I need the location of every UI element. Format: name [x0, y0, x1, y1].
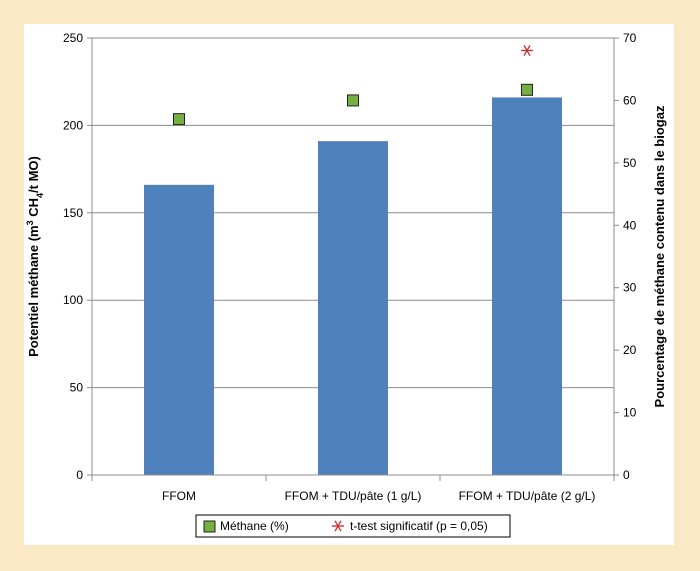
- y-right-tick-label: 10: [623, 406, 637, 420]
- axes: [87, 37, 619, 481]
- y-left-tick-label: 0: [76, 468, 83, 482]
- ttest-marker: [521, 44, 533, 57]
- tick-labels: 0 50 100 150 200 250 0 10 20 30 40 50 60 70 FFOM FFOM +…: [63, 31, 637, 503]
- y-right-tick-label: 20: [623, 343, 637, 357]
- x-tick-label: FFOM: [162, 489, 196, 503]
- y-left-tick-label: 250: [63, 31, 83, 45]
- y-right-tick-label: 50: [623, 156, 637, 170]
- legend-asterisk-marker: [332, 520, 344, 532]
- bar: [318, 141, 388, 475]
- y-left-tick-label: 100: [63, 293, 83, 307]
- x-tick-label: FFOM + TDU/pâte (1 g/L): [285, 489, 422, 503]
- bar: [144, 184, 214, 475]
- markers: [173, 44, 533, 126]
- methane-marker: [521, 83, 533, 96]
- y-right-tick-label: 60: [623, 93, 637, 107]
- legend: Méthane (%) t-test significatif (p = 0,0…: [195, 514, 511, 538]
- y-right-tick-label: 40: [623, 218, 637, 232]
- y-right-tick-label: 70: [623, 31, 637, 45]
- bars: [144, 97, 562, 475]
- y-left-axis-title: Potentiel méthane (m3 CH4/t MO): [25, 156, 45, 357]
- y-right-axis-title: Pourcentage de méthane contenu dans le b…: [652, 105, 667, 407]
- legend-square-marker: [203, 520, 216, 533]
- chart: 0 50 100 150 200 250 0 10 20 30 40 50 60 70 FFOM FFOM +…: [25, 31, 667, 538]
- y-right-tick-label: 0: [623, 468, 630, 482]
- methane-marker: [347, 94, 359, 107]
- legend-label-methane: Méthane (%): [220, 519, 289, 533]
- chart-frame: 0 50 100 150 200 250 0 10 20 30 40 50 60 70 FFOM FFOM +…: [24, 24, 674, 545]
- y-right-tick-label: 30: [623, 281, 637, 295]
- y-left-tick-label: 150: [63, 206, 83, 220]
- bar: [492, 97, 562, 475]
- y-left-tick-label: 50: [70, 381, 84, 395]
- legend-label-ttest: t-test significatif (p = 0,05): [350, 519, 488, 533]
- x-tick-label: FFOM + TDU/pâte (2 g/L): [459, 489, 596, 503]
- legend-asterisk: [332, 520, 344, 532]
- y-left-tick-label: 200: [63, 118, 83, 132]
- methane-marker: [173, 113, 185, 126]
